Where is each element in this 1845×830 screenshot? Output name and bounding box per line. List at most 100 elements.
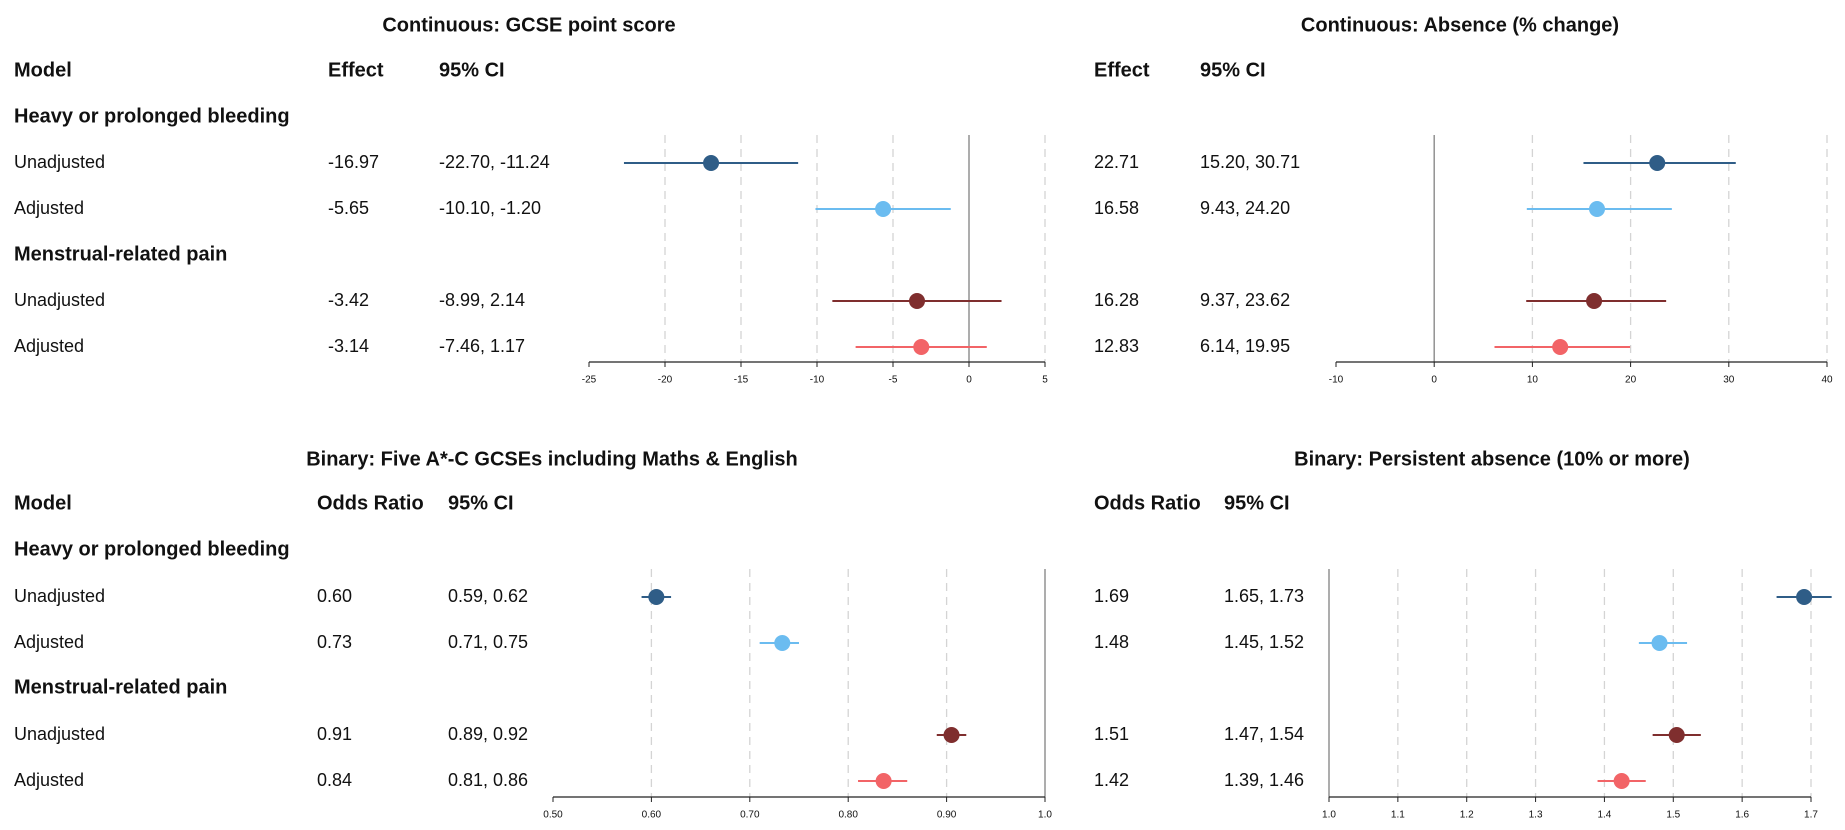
point-estimate [1796,589,1813,605]
ci-value: 1.45, 1.52 [1224,632,1304,652]
group-label: Menstrual-related pain [14,676,227,698]
x-tick-label: 0 [966,375,972,386]
effect-value: -5.65 [328,198,369,218]
x-tick-label: 20 [1625,375,1637,386]
table-row: 16.28 9.37, 23.62 [1094,290,1667,310]
table-row: 1.69 1.65, 1.73 [1094,586,1832,606]
point-estimate [1613,773,1630,789]
model-label: Unadjusted [14,724,105,744]
table-row: Adjusted -5.65 -10.10, -1.20 [14,198,951,218]
ci-value: 0.89, 0.92 [448,724,528,744]
table-row: Unadjusted -16.97 -22.70, -11.24 [14,152,799,172]
ci-value: 0.71, 0.75 [448,632,528,652]
table-row: 16.58 9.43, 24.20 [1094,198,1672,218]
point-estimate [943,727,960,743]
panel-title: Continuous: Absence (% change) [1301,14,1619,36]
table-row: Unadjusted -3.42 -8.99, 2.14 [14,290,1002,310]
effect-value: 0.91 [317,724,352,744]
table-row: 1.42 1.39, 1.46 [1094,770,1646,790]
column-header-model: Model [14,59,72,81]
model-label: Unadjusted [14,586,105,606]
column-header-model: Model [14,492,72,514]
effect-value: 0.73 [317,632,352,652]
effect-value: 16.58 [1094,198,1139,218]
x-tick-label: 40 [1821,375,1833,386]
point-estimate [875,201,892,217]
x-tick-label: -5 [889,375,898,386]
ci-value: 15.20, 30.71 [1200,152,1300,172]
table-row: 1.48 1.45, 1.52 [1094,632,1688,652]
forest-panel: Binary: Five A*-C GCSEs including Maths … [14,448,1052,820]
ci-value: 1.39, 1.46 [1224,770,1304,790]
forest-panel: Continuous: Absence (% change) Effect 95% … [1094,14,1833,385]
effect-value: 12.83 [1094,336,1139,356]
point-estimate [1586,293,1603,309]
column-header-ci: 95% CI [448,492,514,514]
ci-value: -22.70, -11.24 [439,152,550,172]
column-header-effect: Odds Ratio [317,492,424,514]
x-tick-label: 0.90 [937,810,957,821]
panel-title: Binary: Five A*-C GCSEs including Maths … [306,448,798,470]
forest-panel: Continuous: GCSE point score Model Effect 9… [14,14,1048,385]
effect-value: 22.71 [1094,152,1139,172]
x-tick-label: 1.1 [1391,810,1405,821]
x-tick-label: 30 [1723,375,1735,386]
table-row: Unadjusted 0.91 0.89, 0.92 [14,724,967,744]
table-row: Adjusted 0.84 0.81, 0.86 [14,770,908,790]
group-label: Heavy or prolonged bleeding [14,105,290,127]
x-tick-label: 0.60 [642,810,662,821]
ci-value: 0.81, 0.86 [448,770,528,790]
x-tick-label: -15 [734,375,749,386]
point-estimate [1552,339,1569,355]
model-label: Unadjusted [14,152,105,172]
point-estimate [648,589,665,605]
ci-value: 9.37, 23.62 [1200,290,1290,310]
x-tick-label: 1.0 [1322,810,1336,821]
column-header-ci: 95% CI [1200,59,1266,81]
column-header-effect: Odds Ratio [1094,492,1201,514]
effect-value: -3.42 [328,290,369,310]
effect-value: 16.28 [1094,290,1139,310]
x-tick-label: 0.70 [740,810,760,821]
effect-value: 1.69 [1094,586,1129,606]
x-tick-label: 1.0 [1038,810,1052,821]
column-header-effect: Effect [1094,59,1150,81]
point-estimate [1651,635,1668,651]
column-header-ci: 95% CI [439,59,505,81]
effect-value: 0.84 [317,770,352,790]
x-tick-label: 1.4 [1597,810,1611,821]
model-label: Adjusted [14,770,84,790]
table-row: 12.83 6.14, 19.95 [1094,336,1631,356]
x-tick-label: 5 [1042,375,1048,386]
effect-value: 1.48 [1094,632,1129,652]
forest-panel: Binary: Persistent absence (10% or more)… [1094,448,1832,821]
x-tick-label: 0 [1431,375,1437,386]
model-label: Unadjusted [14,290,105,310]
x-tick-label: 1.7 [1804,810,1818,821]
column-header-effect: Effect [328,59,384,81]
effect-value: 1.51 [1094,724,1129,744]
model-label: Adjusted [14,632,84,652]
effect-value: 1.42 [1094,770,1129,790]
table-row: Unadjusted 0.60 0.59, 0.62 [14,586,672,606]
ci-value: -8.99, 2.14 [439,290,525,310]
point-estimate [875,773,892,789]
x-tick-label: 1.5 [1666,810,1680,821]
effect-value: -16.97 [328,152,379,172]
x-tick-label: 0.50 [543,810,563,821]
panel-title: Continuous: GCSE point score [382,14,675,36]
x-tick-label: 0.80 [838,810,858,821]
point-estimate [1668,727,1685,743]
table-row: 1.51 1.47, 1.54 [1094,724,1701,744]
point-estimate [1589,201,1606,217]
group-label: Heavy or prolonged bleeding [14,538,290,560]
x-tick-label: -20 [658,375,673,386]
panel-title: Binary: Persistent absence (10% or more) [1294,448,1690,470]
group-label: Menstrual-related pain [14,243,227,265]
x-tick-label: 1.6 [1735,810,1749,821]
model-label: Adjusted [14,198,84,218]
x-tick-label: -10 [810,375,825,386]
x-tick-label: -10 [1329,375,1344,386]
x-tick-label: -25 [582,375,597,386]
